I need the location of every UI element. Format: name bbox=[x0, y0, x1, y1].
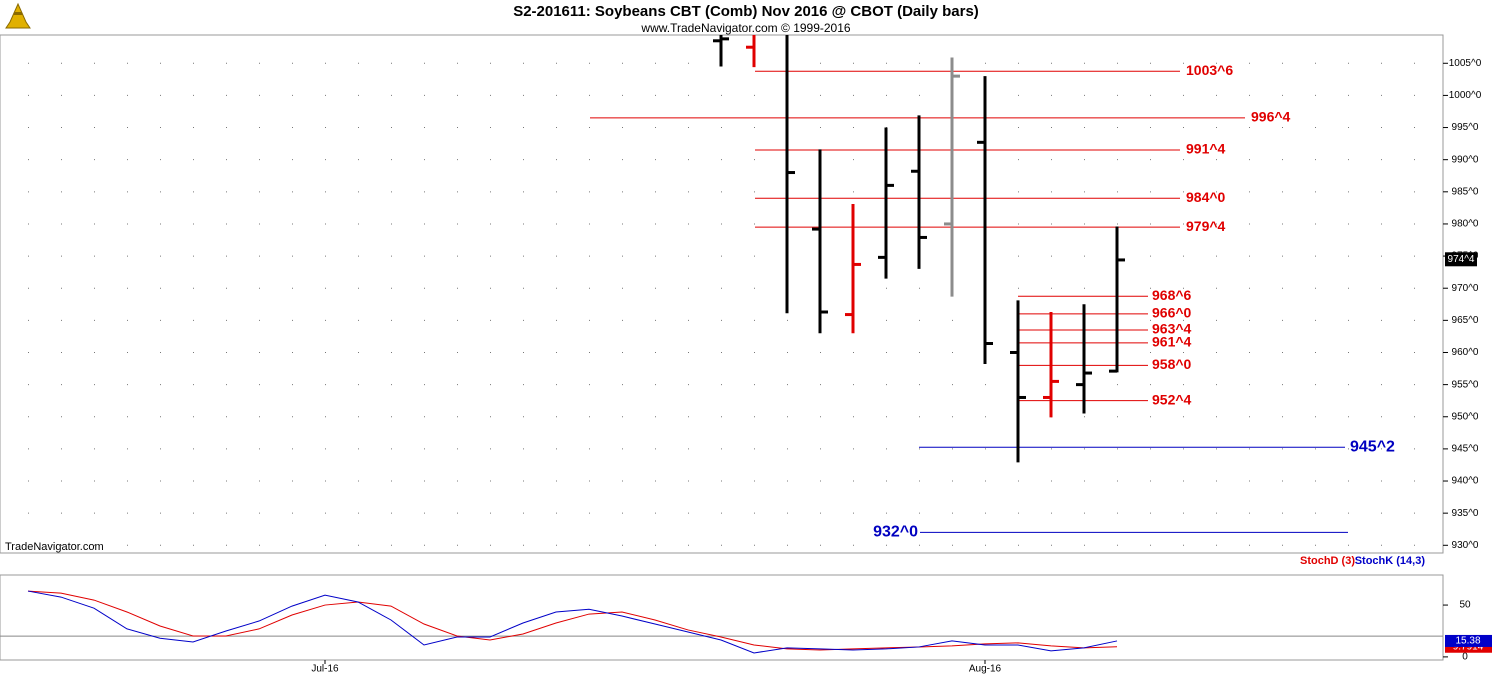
level-label: 966^0 bbox=[1152, 305, 1192, 321]
y-tick-label: 970^0 bbox=[1452, 283, 1479, 294]
level-label: 963^4 bbox=[1152, 321, 1192, 337]
y-tick-label: 940^0 bbox=[1452, 476, 1479, 487]
y-tick-label: 1000^0 bbox=[1449, 90, 1482, 101]
last-price-box bbox=[1445, 252, 1477, 267]
y-tick-label: 1005^0 bbox=[1449, 58, 1482, 69]
level-label: 1003^6 bbox=[1186, 62, 1233, 78]
level-label: 991^4 bbox=[1186, 141, 1226, 157]
y-tick-label: 985^0 bbox=[1452, 186, 1479, 197]
value-label: 15.38 bbox=[1455, 636, 1480, 647]
level-label: 961^4 bbox=[1152, 334, 1192, 350]
stoch-line bbox=[27, 590, 1118, 654]
y-tick-label: 965^0 bbox=[1452, 315, 1479, 326]
legend-label: StochD (3) bbox=[1300, 555, 1355, 567]
level-label: 979^4 bbox=[1186, 218, 1226, 234]
level-label: 984^0 bbox=[1186, 189, 1226, 205]
level-label: 945^2 bbox=[1350, 438, 1395, 455]
y-tick-label: 990^0 bbox=[1452, 154, 1479, 165]
y-tick-label: 955^0 bbox=[1452, 379, 1479, 390]
stoch-panel bbox=[0, 574, 1444, 661]
level-label: 952^4 bbox=[1152, 391, 1192, 407]
y-tick-label: 950^0 bbox=[1452, 411, 1479, 422]
y-tick-label: 930^0 bbox=[1452, 540, 1479, 551]
x-tick-label: Aug-16 bbox=[969, 664, 1002, 675]
legend-label: StochK (14,3) bbox=[1355, 555, 1426, 567]
y-tick-label: 50 bbox=[1459, 600, 1471, 611]
logo bbox=[5, 2, 31, 29]
y-tick-label: 945^0 bbox=[1452, 444, 1479, 455]
y-tick-label: 995^0 bbox=[1452, 122, 1479, 133]
level-label: 996^4 bbox=[1251, 109, 1291, 125]
watermark: TradeNavigator.com bbox=[5, 541, 104, 553]
y-tick-label: 960^0 bbox=[1452, 347, 1479, 358]
y-tick-label: 935^0 bbox=[1452, 508, 1479, 519]
y-tick-label: 0 bbox=[1462, 652, 1468, 663]
y-tick-label: 980^0 bbox=[1452, 219, 1479, 230]
level-label: 958^0 bbox=[1152, 356, 1192, 372]
level-label: 968^6 bbox=[1152, 287, 1192, 303]
x-tick-label: Jul-16 bbox=[311, 664, 339, 675]
chart-title: S2-201611: Soybeans CBT (Comb) Nov 2016 … bbox=[513, 3, 979, 20]
level-label: 932^0 bbox=[873, 524, 918, 541]
last-price-label: 974^4 bbox=[1448, 254, 1475, 265]
chart-subtitle: www.TradeNavigator.com © 1999-2016 bbox=[640, 21, 850, 35]
value-label-box bbox=[1445, 634, 1492, 647]
